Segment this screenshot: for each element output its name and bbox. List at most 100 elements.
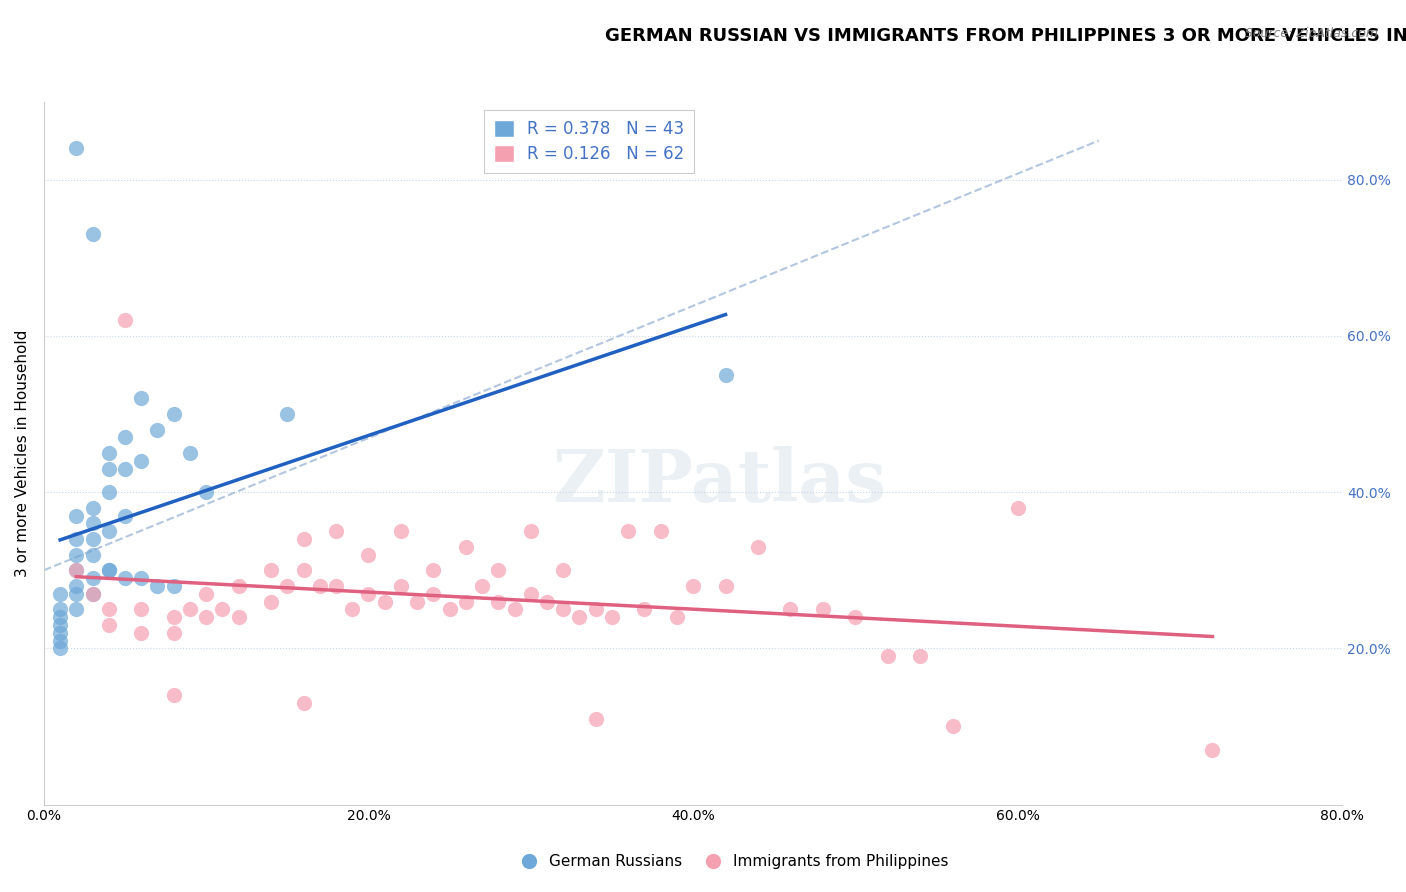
Point [97,563,120,577]
Point [82,587,104,601]
Point [163,625,186,640]
Text: Source: ZipAtlas.com: Source: ZipAtlas.com [1244,27,1378,40]
Point [179,446,201,460]
Text: ZIPatlas: ZIPatlas [553,446,886,516]
Point [876,649,898,664]
Point [49,602,72,616]
Point [97,524,120,539]
Y-axis label: 3 or more Vehicles in Household: 3 or more Vehicles in Household [15,329,30,577]
Point [811,602,834,616]
Point [82,587,104,601]
Point [82,516,104,531]
Point [114,461,136,475]
Point [65,532,87,546]
Point [292,532,315,546]
Point [568,610,591,624]
Point [97,446,120,460]
Point [600,610,623,624]
Point [260,563,283,577]
Point [65,587,87,601]
Point [163,579,186,593]
Point [97,461,120,475]
Point [422,563,444,577]
Point [82,548,104,562]
Point [406,594,429,608]
Point [114,508,136,523]
Point [129,571,152,585]
Point [49,587,72,601]
Point [82,532,104,546]
Point [1007,500,1029,515]
Point [129,602,152,616]
Legend: R = 0.378   N = 43, R = 0.126   N = 62: R = 0.378 N = 43, R = 0.126 N = 62 [484,110,695,173]
Point [650,524,672,539]
Point [65,602,87,616]
Point [49,641,72,656]
Point [163,688,186,702]
Point [82,500,104,515]
Point [146,423,169,437]
Point [553,602,575,616]
Point [114,571,136,585]
Point [342,602,364,616]
Point [49,618,72,632]
Point [260,594,283,608]
Point [163,407,186,421]
Point [747,540,769,554]
Point [422,587,444,601]
Point [49,625,72,640]
Point [65,563,87,577]
Point [357,587,380,601]
Point [276,407,298,421]
Point [520,524,543,539]
Point [163,610,186,624]
Point [65,563,87,577]
Point [179,602,201,616]
Point [714,368,737,382]
Point [439,602,461,616]
Point [325,579,347,593]
Point [617,524,640,539]
Point [82,571,104,585]
Point [585,602,607,616]
Point [357,548,380,562]
Point [195,485,218,500]
Point [228,610,250,624]
Point [633,602,655,616]
Point [486,563,509,577]
Point [129,454,152,468]
Point [503,602,526,616]
Point [292,696,315,710]
Point [454,540,477,554]
Point [486,594,509,608]
Point [276,579,298,593]
Point [195,610,218,624]
Point [942,719,965,733]
Point [389,579,412,593]
Point [211,602,233,616]
Point [553,563,575,577]
Point [49,633,72,648]
Point [65,579,87,593]
Point [292,563,315,577]
Point [65,141,87,155]
Point [228,579,250,593]
Legend: German Russians, Immigrants from Philippines: German Russians, Immigrants from Philipp… [508,848,955,875]
Point [910,649,932,664]
Point [129,625,152,640]
Point [1201,743,1223,757]
Point [146,579,169,593]
Point [389,524,412,539]
Point [374,594,396,608]
Point [454,594,477,608]
Point [325,524,347,539]
Point [682,579,704,593]
Point [536,594,558,608]
Point [114,313,136,327]
Point [114,430,136,444]
Point [714,579,737,593]
Point [471,579,494,593]
Point [195,587,218,601]
Point [779,602,801,616]
Point [308,579,330,593]
